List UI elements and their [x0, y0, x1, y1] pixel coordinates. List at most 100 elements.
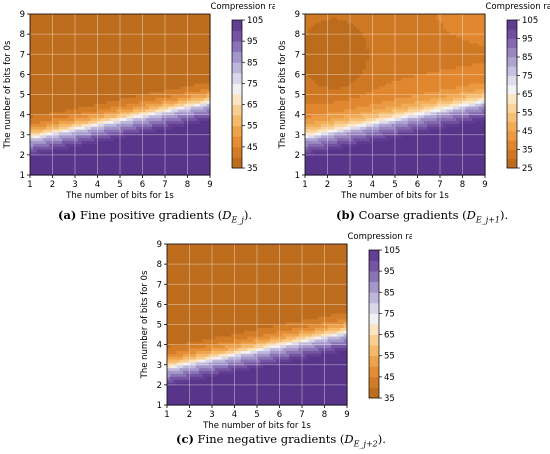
contour-cell	[129, 157, 134, 162]
contour-cell	[343, 94, 348, 98]
contour-cell	[78, 31, 83, 35]
contour-cell	[30, 91, 34, 96]
contour-cell	[30, 146, 34, 150]
contour-cell	[75, 91, 79, 96]
contour-cell	[395, 83, 399, 87]
contour-cell	[378, 160, 383, 165]
contour-cell	[81, 154, 86, 159]
contour-cell	[68, 120, 73, 124]
contour-cell	[152, 129, 156, 133]
contour-cell	[116, 166, 121, 170]
contour-cell	[187, 143, 192, 147]
contour-cell	[203, 85, 208, 90]
contour-cell	[36, 152, 41, 156]
contour-cell	[120, 111, 124, 116]
contour-cell	[193, 51, 198, 55]
contour-cell	[362, 62, 367, 67]
contour-cell	[375, 51, 380, 55]
caption-a: (a) Fine positive gradients (DE_j).	[58, 208, 252, 224]
contour-cell	[152, 57, 156, 61]
contour-cell	[65, 39, 70, 44]
contour-cell	[139, 25, 144, 29]
contour-cell	[330, 114, 335, 119]
contour-cell	[165, 172, 169, 176]
contour-cell	[391, 60, 396, 64]
contour-cell	[324, 91, 329, 96]
contour-cell	[398, 100, 403, 104]
contour-cell	[343, 146, 348, 150]
contour-cell	[103, 154, 108, 159]
contour-cell	[181, 28, 185, 32]
contour-cell	[148, 172, 153, 176]
contour-cell	[142, 48, 147, 52]
contour-cell	[58, 77, 63, 81]
contour-cell	[30, 111, 34, 116]
contour-cell	[91, 129, 95, 133]
contour-cell	[388, 149, 393, 153]
contour-cell	[81, 16, 86, 21]
contour-cell	[148, 117, 153, 121]
contour-cell	[123, 149, 128, 153]
contour-cell	[398, 34, 403, 38]
contour-cell	[330, 126, 335, 130]
contour-cell	[139, 51, 144, 55]
contour-cell	[314, 14, 319, 18]
contour-cell	[36, 14, 41, 18]
contour-cell	[62, 111, 66, 116]
contour-cell	[333, 106, 338, 110]
contour-cell	[71, 45, 76, 50]
contour-cell	[385, 34, 390, 38]
contour-cell	[155, 123, 160, 127]
contour-cell	[187, 85, 192, 90]
contour-cell	[398, 45, 403, 50]
contour-cell	[305, 117, 309, 121]
contour-cell	[181, 77, 185, 81]
contour-cell	[107, 39, 111, 44]
contour-cell	[52, 172, 57, 176]
contour-cell	[65, 60, 70, 64]
contour-cell	[91, 85, 95, 90]
contour-cell	[97, 57, 102, 61]
contour-cell	[346, 68, 351, 73]
contour-cell	[317, 19, 322, 24]
contour-cell	[75, 169, 79, 173]
contour-cell	[314, 166, 319, 170]
contour-cell	[391, 45, 396, 50]
contour-cell	[317, 28, 322, 32]
contour-cell	[350, 126, 354, 130]
contour-cell	[68, 65, 73, 70]
contour-cell	[203, 45, 208, 50]
contour-cell	[113, 45, 118, 50]
contour-cell	[372, 160, 377, 165]
contour-cell	[55, 134, 60, 139]
contour-cell	[350, 16, 354, 21]
contour-cell	[136, 88, 140, 93]
contour-cell	[168, 19, 173, 24]
contour-cell	[46, 97, 50, 101]
contour-cell	[58, 80, 63, 84]
contour-cell	[145, 25, 150, 29]
contour-cell	[321, 100, 325, 104]
contour-cell	[311, 39, 316, 44]
contour-cell	[94, 157, 99, 162]
contour-cell	[375, 45, 380, 50]
contour-cell	[142, 146, 147, 150]
contour-cell	[177, 117, 182, 121]
contour-cell	[317, 129, 322, 133]
contour-cell	[311, 111, 316, 116]
contour-cell	[337, 120, 341, 124]
contour-cell	[382, 117, 386, 121]
contour-cell	[36, 62, 41, 67]
contour-cell	[36, 111, 41, 116]
contour-cell	[366, 103, 370, 107]
contour-cell	[391, 74, 396, 78]
contour-cell	[190, 54, 195, 58]
contour-cell	[337, 83, 341, 87]
contour-cell	[168, 34, 173, 38]
contour-cell	[155, 137, 160, 142]
contour-cell	[100, 126, 105, 130]
contour-cell	[401, 34, 406, 38]
contour-cell	[308, 108, 313, 113]
contour-cell	[155, 111, 160, 116]
